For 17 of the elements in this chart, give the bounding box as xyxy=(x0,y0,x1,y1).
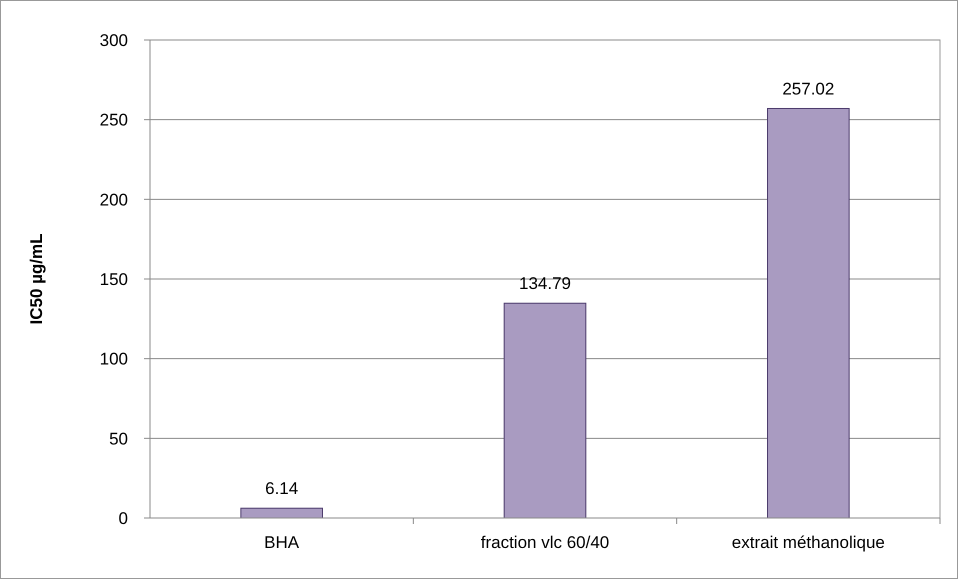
y-tick-label: 200 xyxy=(100,190,128,210)
data-label: 6.14 xyxy=(265,479,298,498)
y-tick-label: 50 xyxy=(109,429,128,448)
y-tick-label: 250 xyxy=(100,110,128,130)
bar xyxy=(240,508,323,518)
y-tick-label: 0 xyxy=(118,508,128,528)
x-tick-label: fraction vlc 60/40 xyxy=(480,533,610,552)
bar xyxy=(767,108,850,518)
y-axis-title: IC50 µg/mL xyxy=(27,233,46,325)
y-tick-label: 150 xyxy=(100,270,128,289)
x-tick-label: BHA xyxy=(264,533,300,552)
y-tick-label: 300 xyxy=(100,30,128,50)
y-tick-label: 100 xyxy=(100,350,128,369)
data-label: 257.02 xyxy=(782,79,834,98)
data-label: 134.79 xyxy=(519,274,571,294)
bar xyxy=(504,302,586,518)
x-tick-label: extrait méthanolique xyxy=(732,533,885,552)
